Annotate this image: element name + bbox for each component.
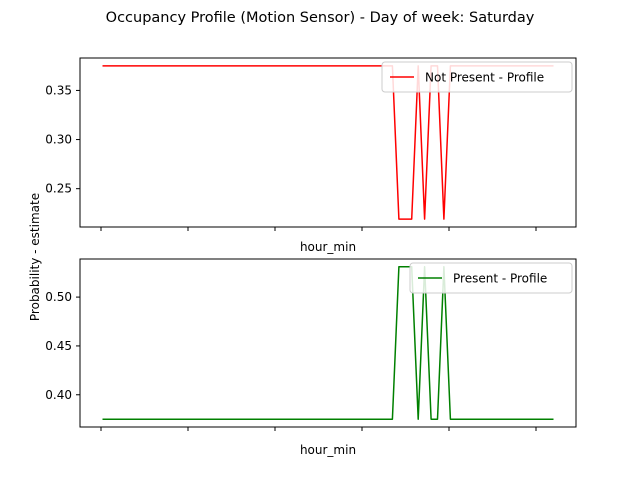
x-axis-label: hour_min bbox=[300, 240, 356, 254]
y-tick-label: 0.35 bbox=[45, 83, 72, 97]
axes-frame bbox=[79, 258, 577, 428]
legend-box bbox=[381, 61, 573, 93]
y-tick-label: 0.40 bbox=[45, 388, 72, 402]
axes-frame bbox=[79, 57, 577, 228]
legend: Present - Profile bbox=[409, 262, 573, 294]
y-tick-label: 0.25 bbox=[45, 182, 72, 196]
chart-panel-present: 0.40 0.45 0.50 hour_min Present - Profile bbox=[45, 258, 577, 457]
shared-ylabel: Probability - estimate bbox=[28, 193, 42, 321]
y-tick-label: 0.45 bbox=[45, 339, 72, 353]
y-tick-label: 0.30 bbox=[45, 133, 72, 147]
x-axis-label: hour_min bbox=[300, 443, 356, 457]
legend-label: Not Present - Profile bbox=[425, 71, 544, 85]
figure-title: Occupancy Profile (Motion Sensor) - Day … bbox=[106, 10, 535, 26]
chart-panel-not-present: 0.25 0.30 0.35 hour_min Not Present - Profil… bbox=[45, 57, 577, 254]
legend-label: Present - Profile bbox=[453, 272, 547, 286]
legend-box bbox=[409, 262, 573, 294]
y-tick-label: 0.50 bbox=[45, 290, 72, 304]
legend: Not Present - Profile bbox=[381, 61, 573, 93]
series-line bbox=[102, 266, 554, 420]
